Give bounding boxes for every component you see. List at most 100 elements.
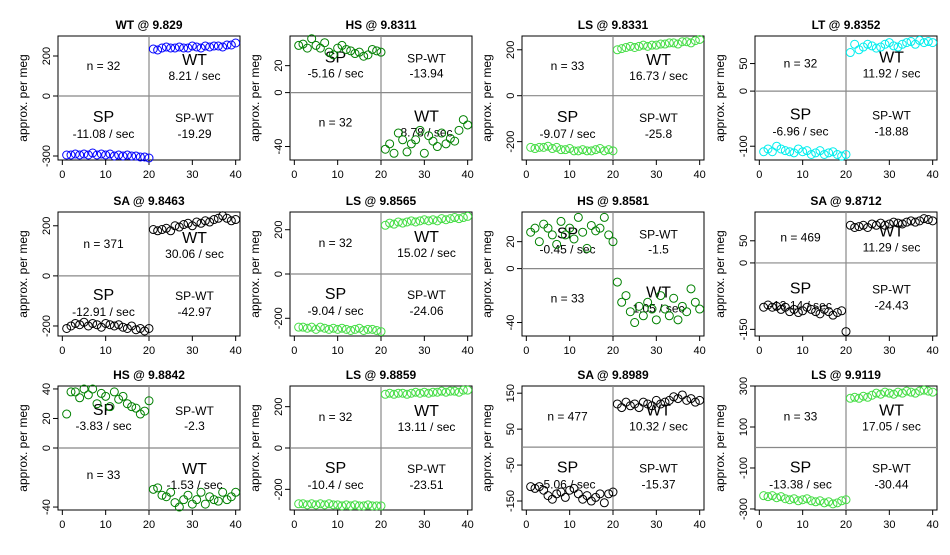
wt-point (415, 216, 425, 226)
x-tick-label: 40 (694, 169, 706, 181)
wt-point (406, 388, 416, 398)
sp-point (556, 487, 566, 497)
wt-point (179, 43, 189, 53)
sp-point (819, 304, 829, 314)
quad-wt-rate: 16.73 / sec (629, 69, 688, 83)
quad-sp-label: SP (93, 402, 114, 419)
wt-point (161, 42, 171, 52)
wt-point (884, 219, 894, 229)
x-tick-label: 40 (694, 345, 706, 357)
wt-point (398, 218, 408, 228)
wt-point (858, 391, 868, 401)
sp-point (780, 146, 790, 156)
wt-point (432, 216, 442, 226)
wt-point (218, 487, 228, 497)
x-tick-label: 40 (462, 345, 474, 357)
wt-point (380, 220, 390, 230)
wt-point (638, 397, 648, 407)
wt-point (179, 220, 189, 230)
quad-n-count: n = 477 (547, 410, 588, 424)
y-tick-label: -200 (273, 307, 285, 329)
sp-point (367, 324, 377, 334)
wt-point (902, 38, 912, 48)
wt-point (871, 388, 881, 398)
wt-point (660, 397, 670, 407)
quad-diff-label: SP-WT (407, 462, 446, 476)
x-tick-label: 10 (100, 345, 112, 357)
wt-point (398, 135, 408, 145)
quad-n-count: n = 33 (87, 468, 121, 482)
sp-point (608, 237, 618, 247)
quad-n-count: n = 32 (319, 115, 353, 129)
quad-sp-label: SP (93, 287, 114, 304)
sp-point (131, 151, 141, 161)
panel-title: SA @ 9.8989 (577, 368, 649, 382)
sp-point (832, 149, 842, 159)
wt-point (928, 387, 938, 397)
y-tick-label: 150 (505, 384, 517, 402)
sp-point (811, 497, 821, 507)
wt-point (928, 216, 938, 226)
x-tick-label: 20 (143, 169, 155, 181)
wt-point (656, 291, 666, 301)
sp-point (79, 384, 89, 394)
sp-point (526, 142, 536, 152)
quad-sp-label: SP (790, 460, 811, 477)
sp-point (315, 43, 325, 53)
sp-point (62, 323, 72, 333)
y-tick-label: 200 (505, 41, 517, 59)
y-tick-label: 200 (273, 221, 285, 239)
quad-diff-label: SP-WT (407, 51, 446, 65)
wt-point (893, 387, 903, 397)
wt-point (643, 297, 653, 307)
wt-point (677, 301, 687, 311)
wt-point (621, 291, 631, 301)
sp-point (802, 302, 812, 312)
x-tick-label: 20 (607, 519, 619, 531)
wt-point (200, 216, 210, 226)
sp-point (350, 500, 360, 510)
sp-point (354, 323, 364, 333)
sp-point (573, 146, 583, 156)
quad-wt-label: WT (414, 108, 439, 125)
y-tick-label: 100 (738, 418, 750, 436)
y-axis-label: approx. per meg (248, 54, 262, 141)
sp-point (359, 325, 369, 335)
sp-point (83, 321, 93, 331)
sp-point (350, 324, 360, 334)
wt-point (218, 211, 228, 221)
wt-point (863, 392, 873, 402)
sp-point (595, 144, 605, 154)
wt-point (690, 297, 700, 307)
sp-point (759, 491, 769, 501)
quad-wt-label: WT (182, 52, 207, 69)
quad-diff-label: SP-WT (175, 289, 214, 303)
wt-point (445, 214, 455, 224)
wt-point (902, 217, 912, 227)
wt-point (385, 218, 395, 228)
x-tick-label: 30 (186, 345, 198, 357)
x-tick-label: 10 (332, 519, 344, 531)
sp-point (298, 499, 308, 509)
wt-point (187, 499, 197, 509)
sp-point (767, 147, 777, 157)
sp-point (793, 144, 803, 154)
sp-point (586, 146, 596, 156)
quad-diff-label: SP-WT (639, 227, 678, 241)
wt-point (153, 226, 163, 236)
x-tick-label: 30 (418, 345, 430, 357)
wt-point (695, 395, 705, 405)
sp-point (114, 320, 124, 330)
x-tick-label: 20 (840, 519, 852, 531)
wt-point (166, 487, 176, 497)
sp-point (837, 496, 847, 506)
x-tick-label: 20 (375, 169, 387, 181)
panel-title: SA @ 9.8712 (810, 194, 882, 208)
quad-sp-rate: -5.06 / sec (539, 478, 595, 492)
sp-point (140, 406, 150, 416)
wt-point (669, 293, 679, 303)
sp-point (346, 46, 356, 56)
wt-point (432, 142, 442, 152)
sp-point (122, 323, 132, 333)
sp-point (586, 220, 596, 230)
